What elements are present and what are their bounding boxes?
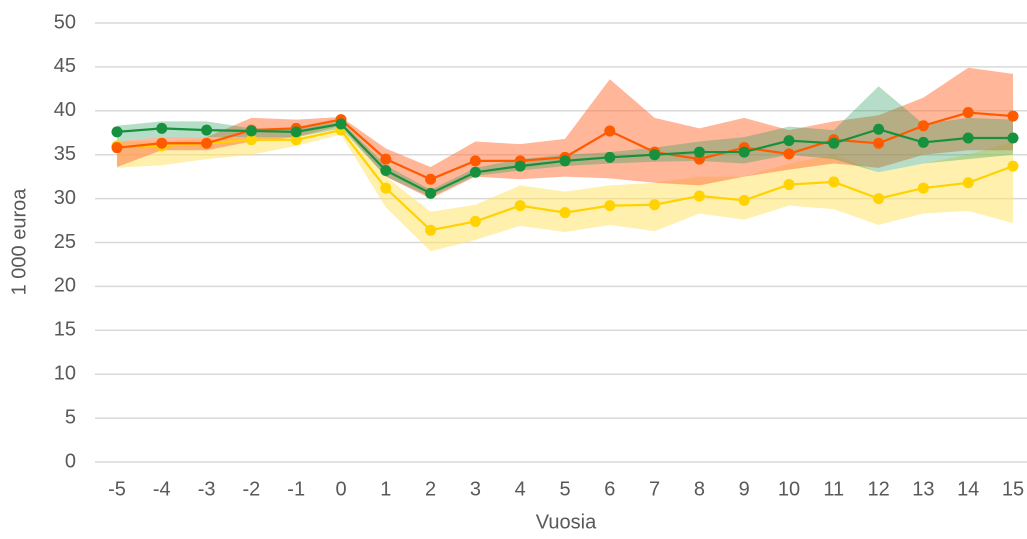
point — [738, 146, 750, 158]
point — [425, 173, 437, 185]
x-tick-label: 4 — [515, 478, 526, 500]
y-tick-label: 5 — [65, 406, 76, 428]
x-tick-label: 12 — [867, 478, 889, 500]
point — [873, 137, 885, 149]
point — [604, 125, 616, 137]
point — [514, 200, 526, 212]
point — [649, 149, 661, 161]
point — [962, 107, 974, 119]
point — [469, 155, 481, 167]
point — [514, 160, 526, 172]
point — [649, 199, 661, 211]
y-tick-label: 25 — [54, 231, 76, 253]
point — [290, 134, 302, 146]
point — [693, 146, 705, 158]
x-axis-title: Vuosia — [536, 511, 597, 533]
x-tick-label: -4 — [153, 478, 171, 500]
y-tick-label: 35 — [54, 143, 76, 165]
point — [738, 194, 750, 206]
point — [380, 182, 392, 194]
point — [469, 166, 481, 178]
point — [111, 142, 123, 154]
point — [1007, 160, 1019, 172]
point — [1007, 110, 1019, 122]
x-tick-label: 2 — [425, 478, 436, 500]
x-tick-label: 6 — [604, 478, 615, 500]
x-tick-label: 10 — [778, 478, 800, 500]
point — [604, 151, 616, 163]
point — [917, 182, 929, 194]
point — [201, 137, 213, 149]
x-tick-label: 9 — [739, 478, 750, 500]
point — [917, 136, 929, 148]
point — [380, 165, 392, 177]
point — [828, 137, 840, 149]
point — [783, 135, 795, 147]
point — [559, 155, 571, 167]
point — [245, 125, 257, 137]
x-tick-label: 7 — [649, 478, 660, 500]
point — [962, 132, 974, 144]
point — [693, 190, 705, 202]
x-tick-label: 0 — [335, 478, 346, 500]
x-tick-label: 13 — [912, 478, 934, 500]
point — [201, 124, 213, 136]
x-tick-label: 14 — [957, 478, 979, 500]
point — [111, 126, 123, 138]
point — [917, 120, 929, 132]
x-tick-label: -2 — [243, 478, 261, 500]
y-tick-label: 20 — [54, 275, 76, 297]
point — [335, 118, 347, 130]
y-axis-title: 1 000 euroa — [8, 188, 30, 296]
point — [604, 200, 616, 212]
point — [783, 179, 795, 191]
point — [873, 193, 885, 205]
point — [469, 215, 481, 227]
y-tick-label: 30 — [54, 187, 76, 209]
x-tick-label: 11 — [823, 478, 844, 500]
y-tick-label: 10 — [54, 362, 76, 384]
y-tick-label: 0 — [65, 450, 76, 472]
x-tick-label: -1 — [287, 478, 305, 500]
y-tick-label: 45 — [54, 55, 76, 77]
y-tick-label: 50 — [54, 11, 76, 33]
x-tick-label: -3 — [198, 478, 216, 500]
x-tick-label: 1 — [380, 478, 391, 500]
point — [380, 153, 392, 165]
point — [962, 177, 974, 189]
point — [873, 123, 885, 135]
x-tick-label: 8 — [694, 478, 705, 500]
y-tick-label: 40 — [54, 99, 76, 121]
point — [245, 134, 257, 146]
point — [828, 176, 840, 188]
point — [559, 207, 571, 219]
x-tick-label: 5 — [559, 478, 570, 500]
point — [783, 148, 795, 160]
x-tick-label: 15 — [1002, 478, 1024, 500]
point — [290, 126, 302, 138]
y-tick-label: 15 — [54, 319, 76, 341]
point — [156, 122, 168, 134]
x-tick-label: -5 — [108, 478, 126, 500]
point — [156, 137, 168, 149]
point — [425, 224, 437, 236]
point — [1007, 132, 1019, 144]
point — [425, 187, 437, 199]
x-tick-label: 3 — [470, 478, 481, 500]
confidence-band — [117, 67, 1013, 199]
